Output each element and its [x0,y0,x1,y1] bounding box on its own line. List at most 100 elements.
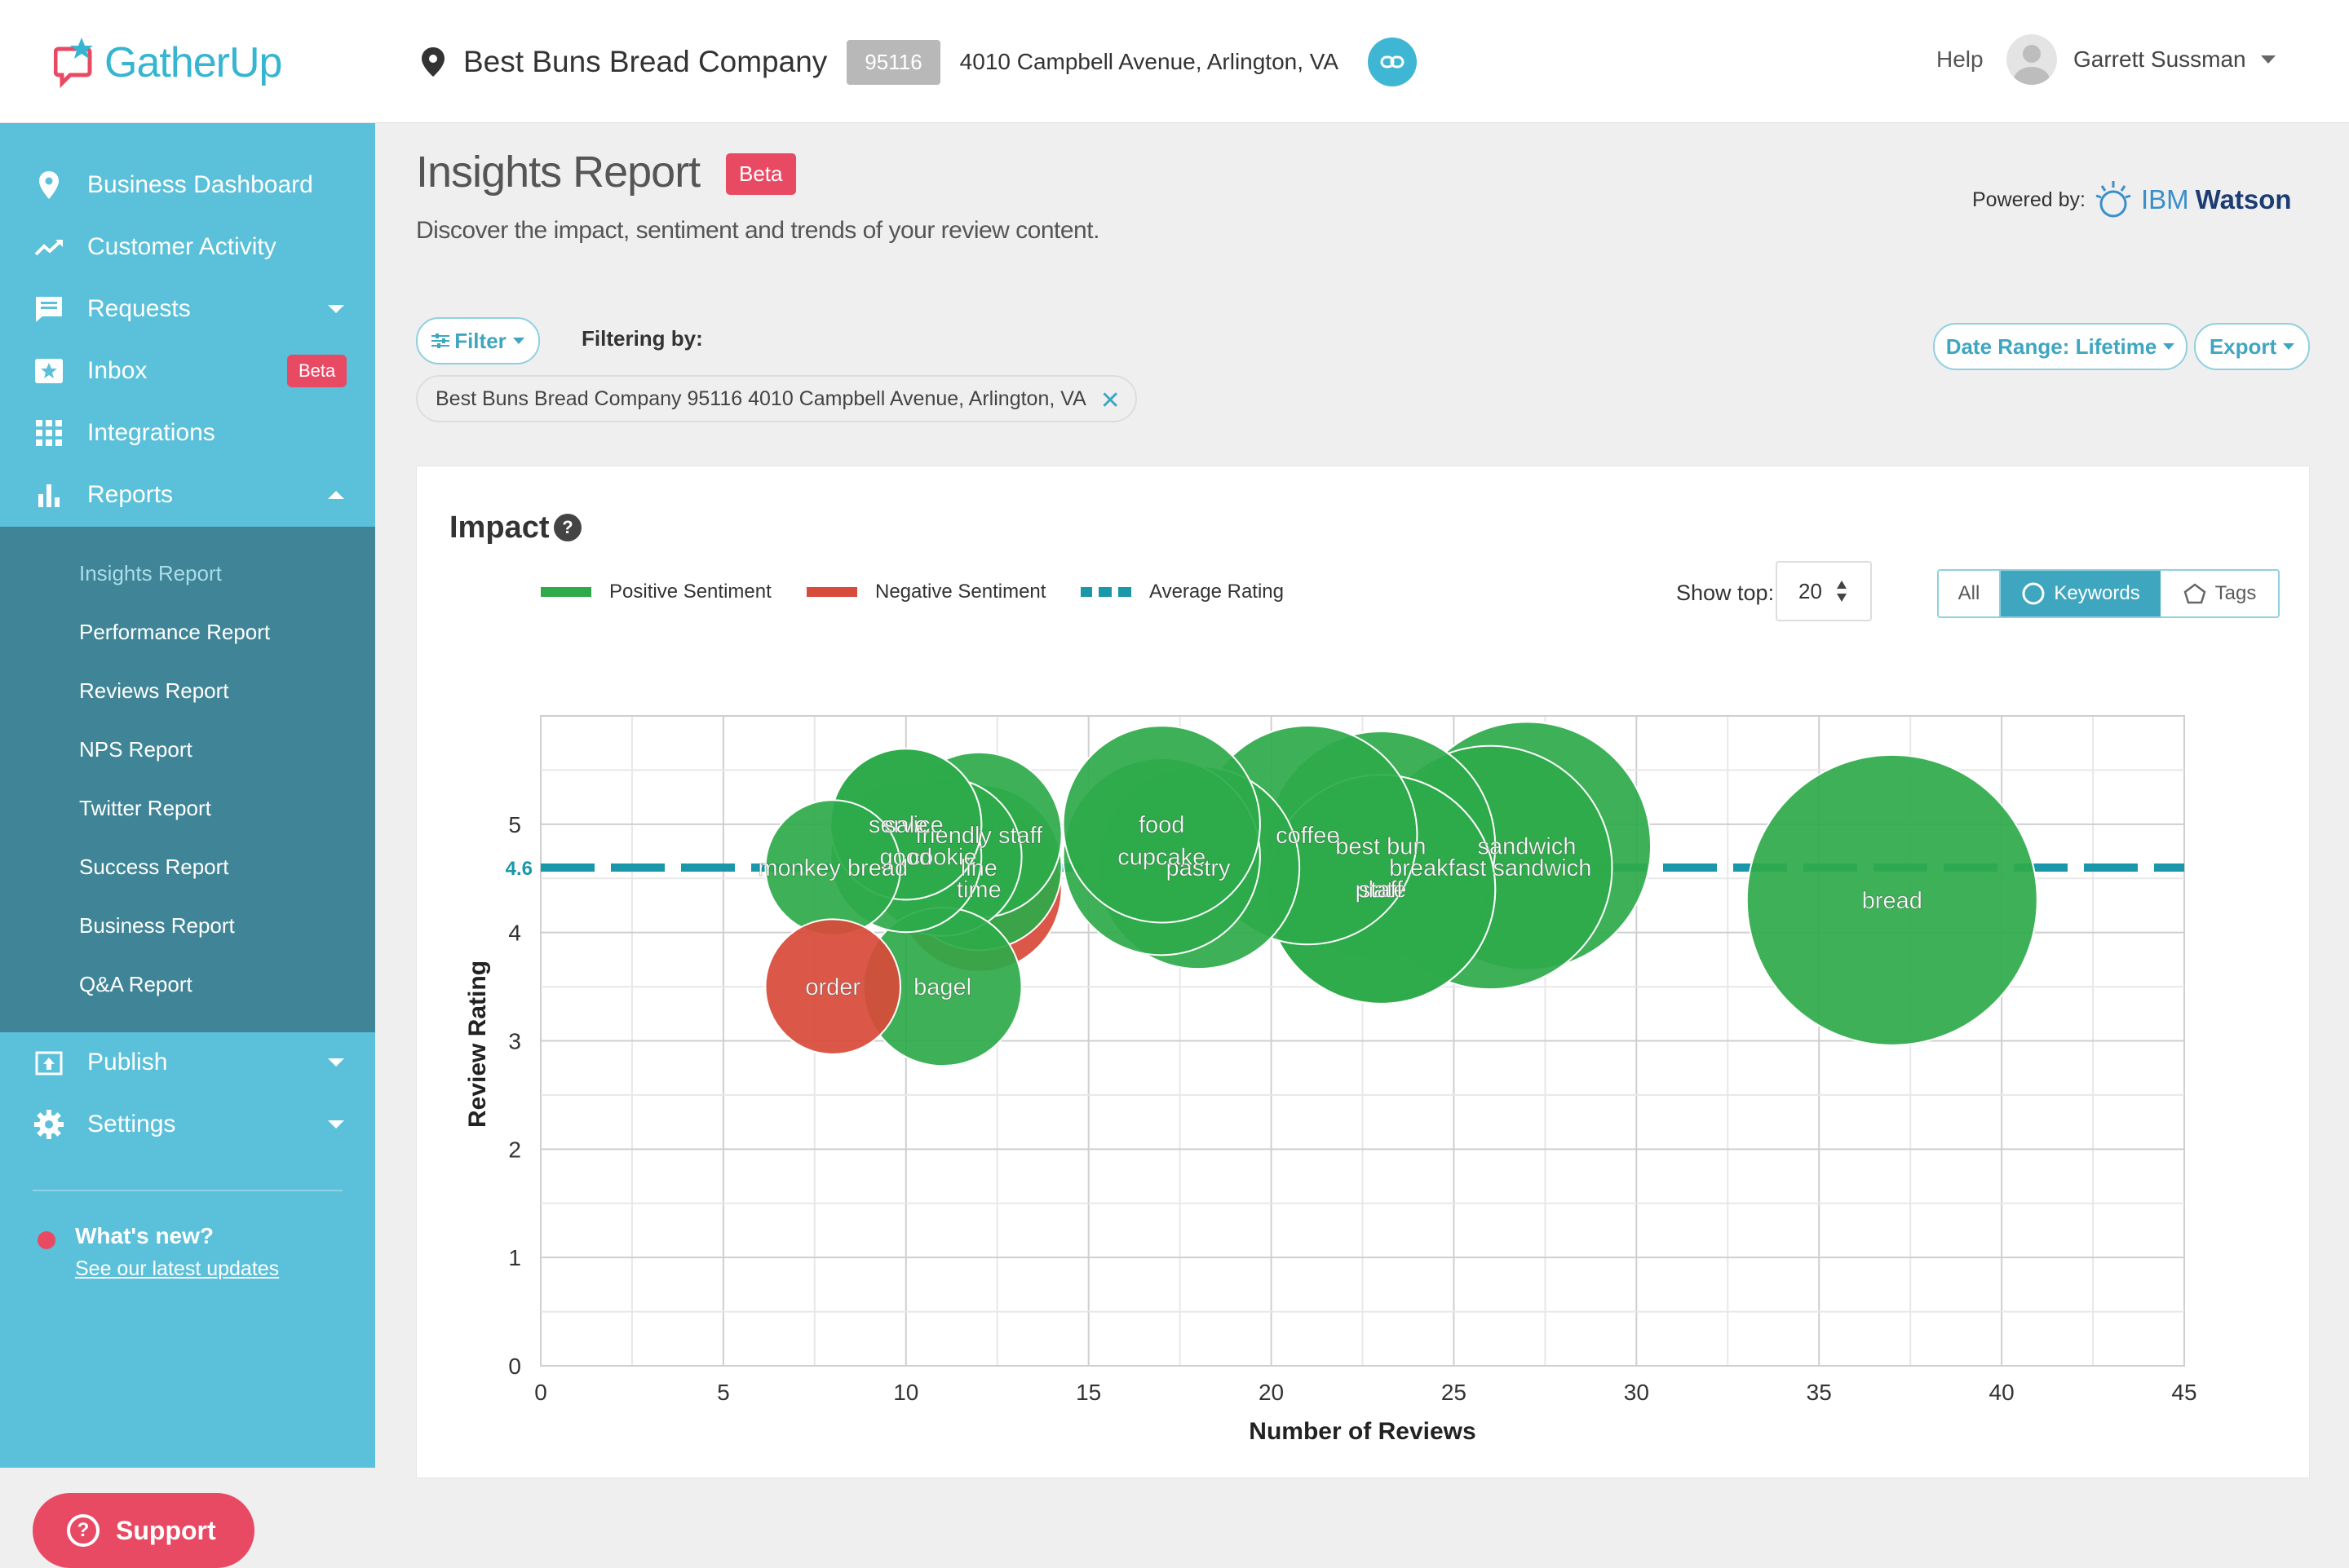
support-button[interactable]: ? Support [33,1493,254,1568]
logo-text: GatherUp [104,39,282,86]
beta-badge: Beta [287,355,347,387]
show-top-label: Show top: [1676,581,1775,605]
notification-dot-icon [38,1231,55,1249]
page-title: Insights Report [416,148,701,197]
legend-positive: Positive Sentiment [541,581,772,603]
whats-new-title: What's new? [75,1223,214,1248]
sidebar-item-settings[interactable]: Settings [0,1093,375,1155]
question-circle-icon: ? [67,1514,100,1547]
impact-title: Impact [449,510,550,545]
x-tick-label: 25 [1441,1380,1466,1405]
toggle-keywords[interactable]: Keywords [2001,571,2161,616]
sidebar-item-reports[interactable]: Reports [0,464,375,526]
bubble-label: food [1139,812,1184,838]
chevron-down-icon [2283,343,2295,350]
chat-bubble-icon [33,293,65,325]
sidebar-item-inbox[interactable]: Inbox Beta [0,340,375,402]
y-tick-label: 1 [508,1245,521,1270]
date-range-dropdown[interactable]: Date Range: Lifetime [1933,323,2188,370]
toggle-keywords-label: Keywords [2054,582,2140,604]
toggle-all[interactable]: All [1939,571,2001,616]
help-icon[interactable]: ? [554,514,582,541]
sidebar: Business Dashboard Customer Activity Req… [0,123,375,1568]
share-link-button[interactable] [1368,38,1418,86]
gatherup-logo[interactable]: GatherUp [53,34,282,91]
bubble-bread[interactable] [1745,753,2038,1046]
sidebar-subitem-insights[interactable]: Insights Report [79,561,222,585]
sidebar-subitem-twitter[interactable]: Twitter Report [79,796,211,820]
sidebar-item-customer-activity[interactable]: Customer Activity [0,216,375,278]
y-tick-label: 5 [508,812,521,837]
bubble-label: line [961,855,998,881]
chevron-down-icon [328,1120,344,1129]
toggle-tags[interactable]: Tags [2161,571,2278,616]
user-menu[interactable]: Garrett Sussman [2006,34,2276,85]
sidebar-item-requests[interactable]: Requests [0,278,375,340]
top-bar: GatherUp Best Buns Bread Company 95116 4… [0,0,2349,123]
x-tick-label: 30 [1624,1380,1649,1405]
average-rating-label: 4.6 [506,858,533,880]
bubble-label: coffee [1276,823,1339,849]
chevron-down-icon [328,305,344,313]
sidebar-item-label: Business Dashboard [87,171,313,198]
bubble-label: bagel [914,974,971,1000]
sidebar-item-integrations[interactable]: Integrations [0,402,375,464]
show-top-value: 20 [1798,578,1822,603]
negative-swatch [807,587,857,597]
ibm-text: IBM [2140,184,2189,214]
sidebar-subitem-success[interactable]: Success Report [79,855,229,879]
export-dropdown[interactable]: Export [2194,323,2310,370]
positive-swatch [541,587,591,597]
sidebar-item-publish[interactable]: Publish [0,1031,375,1093]
support-label: Support [116,1515,216,1545]
beta-badge: Beta [726,153,796,195]
location-pin-icon [422,47,445,77]
zip-badge: 95116 [847,39,940,85]
business-name: Best Buns Bread Company [463,45,828,78]
bubble-label: staff [1359,877,1404,903]
date-range-label: Date Range: Lifetime [1945,333,2157,359]
bubble-label: sandwich [1478,833,1577,859]
y-tick-label: 4 [508,921,521,946]
y-tick-label: 2 [508,1137,521,1162]
y-tick-label: 3 [508,1029,521,1054]
sidebar-item-label: Integrations [87,419,215,446]
bubble-order[interactable] [764,918,901,1055]
watson-text: Watson [2195,184,2292,214]
sidebar-divider [33,1190,343,1191]
x-tick-label: 45 [2171,1380,2196,1405]
sidebar-subitem-performance[interactable]: Performance Report [79,620,271,644]
bubble-label: friendly staff [915,823,1043,849]
legend-label: Average Rating [1149,581,1284,603]
filter-label: Filter [454,328,507,353]
sidebar-item-business-dashboard[interactable]: Business Dashboard [0,154,375,216]
sidebar-subitem-business[interactable]: Business Report [79,913,235,938]
user-name: Garrett Sussman [2073,46,2246,72]
bubble-label: best bun [1335,833,1426,859]
filter-chip: Best Buns Bread Company 95116 4010 Campb… [416,375,1137,422]
sidebar-item-label: Reports [87,481,174,508]
whats-new-link[interactable]: See our latest updates [75,1257,280,1280]
y-axis-label: Review Rating [464,961,491,1128]
page-subtitle: Discover the impact, sentiment and trend… [416,217,1099,244]
x-tick-label: 40 [1989,1380,2015,1405]
x-tick-label: 10 [893,1380,918,1405]
show-top-select[interactable]: 20 [1776,561,1872,621]
business-address: 4010 Campbell Avenue, Arlington, VA [959,49,1339,74]
sidebar-subitem-qa[interactable]: Q&A Report [79,972,192,996]
spinner-arrows-icon [1837,581,1847,602]
filter-button[interactable]: Filter [416,317,540,364]
sidebar-item-label: Customer Activity [87,233,276,260]
sidebar-item-label: Requests [87,295,191,322]
sidebar-subitem-reviews[interactable]: Reviews Report [79,678,229,703]
bubble-label: time [957,877,1002,903]
bubble-food[interactable] [1062,725,1261,924]
powered-by-label: Powered by: [1972,188,2086,211]
bubble-label: cookie [909,845,977,871]
bar-chart-icon [33,479,65,511]
sidebar-item-label: Settings [87,1111,176,1137]
sidebar-subitem-nps[interactable]: NPS Report [79,737,192,762]
bubble-label: sale [884,812,927,838]
help-link[interactable]: Help [1936,46,1984,72]
close-icon[interactable]: ✕ [1099,387,1121,414]
